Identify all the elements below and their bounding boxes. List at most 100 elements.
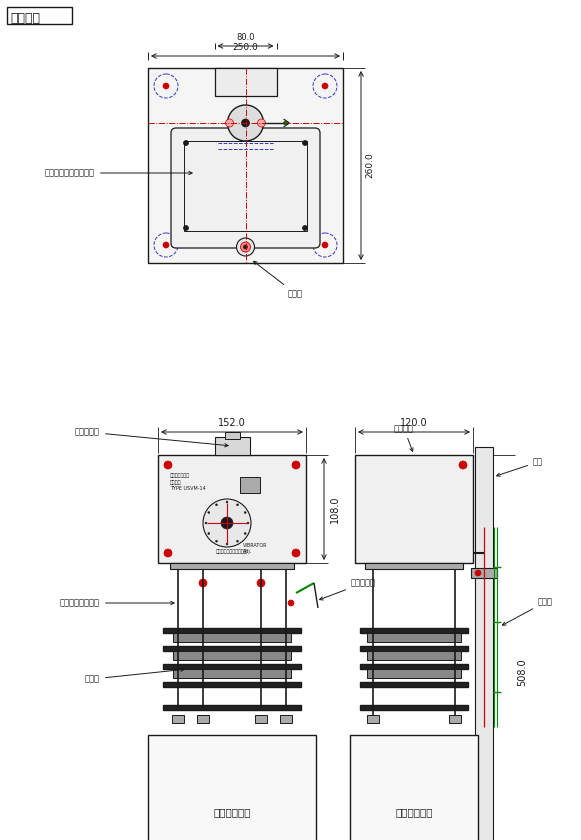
Bar — [7, 7, 72, 24]
Bar — [471, 568, 497, 578]
Bar — [173, 633, 291, 642]
Circle shape — [257, 579, 265, 587]
Text: ストッパー: ストッパー — [320, 579, 376, 600]
Circle shape — [205, 522, 207, 524]
Circle shape — [184, 140, 188, 145]
Text: 508.0: 508.0 — [517, 659, 527, 686]
Text: 操作パネル: 操作パネル — [75, 428, 228, 447]
Bar — [214, 437, 249, 455]
Text: 支柱: 支柱 — [497, 458, 543, 476]
Circle shape — [208, 533, 210, 534]
Bar — [365, 563, 463, 569]
Circle shape — [203, 499, 251, 547]
Circle shape — [241, 242, 250, 252]
Bar — [163, 682, 301, 687]
Circle shape — [475, 570, 481, 576]
Circle shape — [163, 242, 169, 248]
Text: 各部名称: 各部名称 — [10, 12, 40, 24]
Bar — [148, 68, 343, 263]
Circle shape — [216, 504, 217, 506]
Circle shape — [236, 238, 254, 256]
Bar — [163, 628, 301, 633]
Bar — [197, 715, 209, 723]
Circle shape — [292, 549, 300, 557]
Circle shape — [459, 461, 467, 469]
Circle shape — [242, 119, 249, 127]
Bar — [173, 651, 291, 660]
Text: 120.0: 120.0 — [400, 418, 428, 428]
Circle shape — [288, 600, 294, 606]
Circle shape — [164, 549, 172, 557]
Circle shape — [226, 543, 228, 545]
Bar — [475, 447, 493, 840]
Text: 筒井理化学器械
ふるい器
TYPE USVM-14: 筒井理化学器械 ふるい器 TYPE USVM-14 — [170, 473, 206, 491]
Circle shape — [163, 83, 169, 89]
Bar — [360, 628, 468, 633]
Text: 昇降器: 昇降器 — [503, 597, 553, 625]
Text: 80.0: 80.0 — [236, 33, 254, 42]
Text: 250.0: 250.0 — [232, 43, 259, 52]
Bar — [214, 68, 277, 96]
Bar — [173, 669, 291, 678]
Circle shape — [184, 225, 188, 230]
Text: 超音波洗浄器: 超音波洗浄器 — [395, 807, 433, 817]
Bar — [163, 705, 301, 710]
Bar — [163, 646, 301, 651]
Circle shape — [244, 533, 246, 534]
Circle shape — [292, 461, 300, 469]
Circle shape — [322, 242, 328, 248]
Bar — [449, 715, 461, 723]
Bar — [184, 141, 307, 231]
Circle shape — [247, 522, 249, 524]
Text: 水準器: 水準器 — [253, 261, 303, 298]
Circle shape — [303, 225, 307, 230]
Circle shape — [236, 504, 238, 506]
Circle shape — [322, 83, 328, 89]
Bar — [255, 715, 267, 723]
Text: VIBRATOR
Adj.: VIBRATOR Adj. — [243, 543, 267, 554]
Text: 152.0: 152.0 — [218, 418, 246, 428]
Circle shape — [244, 512, 246, 513]
Circle shape — [284, 121, 288, 125]
Circle shape — [228, 105, 264, 141]
Circle shape — [164, 461, 172, 469]
Text: ふるい: ふるい — [85, 668, 184, 684]
Bar — [163, 664, 301, 669]
Text: 超音波洗浄器: 超音波洗浄器 — [213, 807, 251, 817]
Bar — [355, 455, 473, 563]
Text: 筒井理化学器械株式会社: 筒井理化学器械株式会社 — [216, 549, 248, 554]
Text: 昇降ノブ: 昇降ノブ — [394, 424, 414, 451]
Bar — [367, 669, 461, 678]
Bar — [170, 563, 294, 569]
Bar — [280, 715, 292, 723]
Bar — [360, 646, 468, 651]
Bar — [360, 705, 468, 710]
Circle shape — [303, 140, 307, 145]
Text: コントロールボックス: コントロールボックス — [45, 169, 192, 177]
Circle shape — [236, 540, 238, 542]
Bar — [367, 715, 379, 723]
Circle shape — [199, 579, 207, 587]
Bar — [224, 432, 239, 439]
Text: ふるい固定ロッド: ふるい固定ロッド — [60, 598, 174, 607]
Circle shape — [226, 501, 228, 503]
Bar — [350, 735, 478, 840]
Text: 260.0: 260.0 — [365, 153, 374, 178]
Text: 108.0: 108.0 — [330, 496, 340, 522]
Bar — [240, 477, 260, 493]
Bar — [172, 715, 184, 723]
FancyBboxPatch shape — [171, 128, 320, 248]
Bar — [360, 682, 468, 687]
Bar — [367, 651, 461, 660]
Circle shape — [221, 517, 233, 529]
Bar — [158, 455, 306, 563]
Circle shape — [225, 119, 234, 127]
Bar — [360, 664, 468, 669]
Circle shape — [208, 512, 210, 513]
Text: アジャスター: アジャスター — [0, 839, 1, 840]
Bar — [148, 735, 316, 840]
Bar — [367, 633, 461, 642]
Circle shape — [243, 245, 248, 249]
Circle shape — [257, 119, 266, 127]
Circle shape — [216, 540, 217, 542]
